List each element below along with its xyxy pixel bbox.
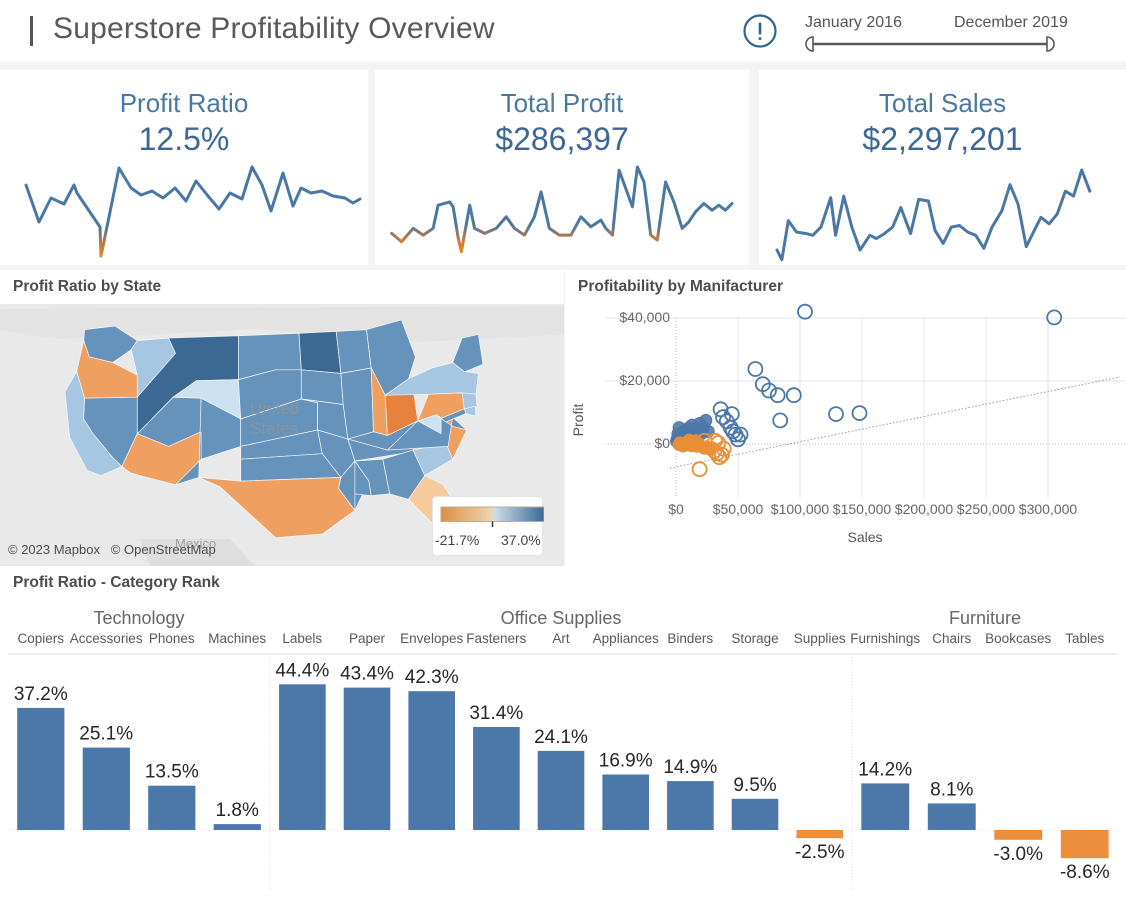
svg-text:Envelopes: Envelopes (400, 631, 463, 646)
svg-text:Furniture: Furniture (949, 608, 1021, 628)
svg-text:37.2%: 37.2% (14, 684, 68, 705)
svg-text:14.9%: 14.9% (663, 757, 717, 778)
svg-text:Binders: Binders (667, 631, 713, 646)
svg-text:$0: $0 (668, 501, 684, 517)
svg-text:Phones: Phones (149, 631, 195, 646)
svg-text:-21.7%: -21.7% (435, 532, 479, 548)
svg-text:Tables: Tables (1065, 631, 1104, 646)
svg-text:Chairs: Chairs (932, 631, 971, 646)
svg-text:Supplies: Supplies (794, 631, 846, 646)
svg-text:37.0%: 37.0% (501, 532, 541, 548)
svg-text:$0: $0 (654, 435, 670, 451)
svg-text:$200,000: $200,000 (895, 501, 954, 517)
svg-text:-2.5%: -2.5% (795, 842, 845, 863)
svg-text:Art: Art (552, 631, 570, 646)
svg-text:Accessories: Accessories (70, 631, 143, 646)
svg-text:42.3%: 42.3% (405, 667, 459, 688)
svg-text:14.2%: 14.2% (858, 759, 912, 780)
svg-text:16.9%: 16.9% (599, 751, 653, 772)
svg-text:9.5%: 9.5% (733, 775, 776, 796)
svg-text:Machines: Machines (208, 631, 266, 646)
svg-text:Bookcases: Bookcases (985, 631, 1051, 646)
svg-text:24.1%: 24.1% (534, 727, 588, 748)
svg-text:$300,000: $300,000 (1019, 501, 1078, 517)
svg-text:$20,000: $20,000 (619, 372, 670, 388)
svg-text:$50,000: $50,000 (713, 501, 764, 517)
svg-text:43.4%: 43.4% (340, 664, 394, 685)
svg-text:44.4%: 44.4% (275, 660, 329, 681)
svg-text:Paper: Paper (349, 631, 386, 646)
svg-text:Technology: Technology (93, 608, 184, 628)
svg-text:13.5%: 13.5% (145, 762, 199, 783)
svg-text:Labels: Labels (282, 631, 322, 646)
svg-text:Sales: Sales (847, 529, 882, 545)
svg-text:$40,000: $40,000 (619, 309, 670, 325)
svg-text:Office Supplies: Office Supplies (501, 608, 622, 628)
svg-text:Storage: Storage (731, 631, 778, 646)
svg-text:1.8%: 1.8% (216, 800, 259, 821)
svg-text:25.1%: 25.1% (79, 724, 133, 745)
svg-text:$150,000: $150,000 (833, 501, 892, 517)
svg-text:Copiers: Copiers (18, 631, 65, 646)
svg-text:Profit: Profit (570, 404, 586, 437)
svg-text:Furnishings: Furnishings (850, 631, 920, 646)
svg-text:Fasteners: Fasteners (466, 631, 526, 646)
svg-text:-8.6%: -8.6% (1060, 862, 1110, 883)
svg-text:$250,000: $250,000 (957, 501, 1016, 517)
svg-text:$100,000: $100,000 (771, 501, 830, 517)
svg-text:8.1%: 8.1% (930, 779, 973, 800)
svg-text:Appliances: Appliances (593, 631, 659, 646)
svg-text:31.4%: 31.4% (469, 703, 523, 724)
svg-text:-3.0%: -3.0% (993, 844, 1043, 865)
